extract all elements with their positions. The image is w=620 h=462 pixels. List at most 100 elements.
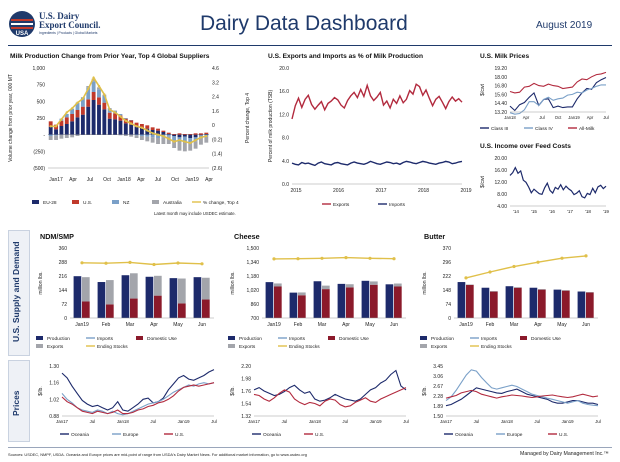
ending-stocks-point — [104, 261, 108, 265]
bar-u-s- — [70, 114, 75, 122]
page-title: Dairy Data Dashboard — [200, 12, 408, 35]
y-tick-label: 1.50 — [433, 414, 443, 420]
bar-exports — [130, 273, 138, 299]
y-axis-label: $/lb. — [230, 386, 236, 395]
legend-label: Ending Stocks — [289, 344, 320, 350]
bar-nz — [102, 96, 107, 103]
u-s--line — [253, 387, 407, 408]
milk-production-chart: 1,000 750 500 250 - (250) (500) 4.6 3.2 2.4 1.6 0 (0… — [8, 66, 251, 216]
bar-nz — [97, 89, 101, 98]
bar-eu-28 — [161, 132, 166, 135]
y-tick-label: 148 — [443, 288, 452, 294]
legend-label: Ending Stocks — [481, 344, 512, 350]
logo-tagline: Ingredients | Products | Global Markets — [39, 31, 98, 35]
bar-eu-28 — [193, 134, 198, 138]
y-tick-label: 144 — [59, 288, 68, 294]
europe-line — [61, 382, 215, 416]
x-tick-label: Apr — [205, 177, 213, 183]
x-tick-label: Oct — [171, 177, 179, 183]
chart-note: Latest month may include USDEC estimate. — [154, 211, 236, 216]
legend-swatch — [72, 200, 79, 204]
ending-stocks-point — [320, 256, 324, 260]
pct-change-point — [113, 111, 117, 114]
bar-australia — [172, 140, 177, 148]
ending-stocks-point — [344, 256, 348, 260]
y-tick-label: 1,340 — [246, 260, 259, 266]
x-tick-label: Oct — [555, 115, 562, 120]
y-axis-label: million lbs. — [38, 271, 44, 294]
legend-label: Exports — [431, 344, 448, 350]
bar-u-s- — [48, 121, 53, 127]
bar-nz — [48, 134, 53, 136]
legend-label: Production — [47, 336, 70, 342]
bar-eu-28 — [156, 130, 160, 135]
bar-domestic-use — [370, 284, 378, 318]
y2-tick-label: (1.4) — [212, 152, 223, 158]
ending-stocks-point — [152, 262, 156, 267]
legend-swatch — [36, 336, 43, 340]
x-tick-label: Jan19 — [185, 177, 199, 183]
y-axis-label: million lbs. — [230, 271, 236, 294]
x-tick-label: Apr — [69, 177, 77, 183]
x-tick-label: Jan19 — [178, 419, 191, 424]
x-tick-label: '19 — [603, 209, 609, 214]
bar-production — [385, 284, 394, 318]
y-tick-label: 19.20 — [494, 66, 507, 72]
pct-change-point — [151, 132, 154, 135]
bar-eu-28 — [70, 121, 75, 135]
y-tick-label: 3.45 — [433, 364, 443, 370]
legend-label: U.S. — [559, 432, 568, 438]
bar-eu-28 — [172, 134, 177, 136]
legend-label: Ending Stocks — [97, 344, 128, 350]
butter-chart: 370 296 222 148 74 0 million lbs. Jan19 Feb Mar Ap… — [420, 246, 598, 350]
class-iii-line — [509, 77, 607, 112]
y-tick-label: 15.60 — [494, 92, 507, 98]
legend-label: Domestic Use — [339, 336, 369, 342]
y-tick-label: 2.28 — [433, 394, 443, 400]
legend-label: Production — [431, 336, 454, 342]
bar-u-s- — [161, 130, 166, 132]
y-tick-label: 222 — [443, 274, 452, 280]
bar-u-s- — [150, 127, 155, 130]
y-tick-label: 2.20 — [241, 364, 251, 370]
bar-domestic-use — [298, 295, 306, 318]
y-axis-label: Volume change from prior year, 000 MT — [8, 74, 14, 162]
bar-domestic-use — [274, 286, 282, 318]
pct-change-point — [156, 133, 160, 136]
usdec-logo[interactable]: USA U.S. Dairy Export Council. Ingredien… — [8, 8, 143, 40]
y-axis-label: $/cwt — [480, 176, 486, 188]
y-tick-label: 16.00 — [494, 168, 507, 174]
x-tick-label: 2019 — [460, 188, 471, 194]
x-tick-label: Jan18 — [504, 115, 516, 120]
exports-line — [291, 83, 463, 120]
legend-label: EU-28 — [43, 200, 57, 206]
y-tick-label: 1.02 — [49, 397, 59, 403]
legend-label: All-Milk — [579, 126, 595, 132]
income-feed-chart: 20.00 16.00 12.00 8.00 4.00 $/cwt '14 '15 '16 '17… — [480, 156, 609, 214]
x-tick-label: 2015 — [290, 188, 301, 194]
legend-label: U.S. — [175, 432, 184, 438]
bar-australia — [97, 87, 101, 90]
x-tick-label: Jan19 — [267, 322, 281, 328]
y-tick-label: 4.00 — [497, 204, 507, 210]
iofc-line — [509, 166, 607, 199]
x-tick-label: 2018 — [418, 188, 429, 194]
legend-label: U.S. — [315, 432, 324, 438]
y2-tick-label: (0.2) — [212, 137, 223, 143]
bar-exports — [154, 275, 162, 296]
ending-stocks-point — [512, 264, 516, 269]
legend-label: Class IV — [535, 126, 554, 132]
ending-stocks-point — [272, 257, 276, 261]
x-tick-label: Jul — [474, 419, 480, 424]
bar-u-s- — [97, 97, 101, 105]
legend-label: NZ — [123, 200, 129, 206]
bar-domestic-use — [346, 287, 354, 318]
y-tick-label: 1.98 — [241, 377, 251, 383]
y-tick-label: 8.00 — [497, 192, 507, 198]
milk-prices-chart: 19.20 18.00 16.80 15.60 14.40 13.20 $/cwt Jan18… — [480, 66, 609, 132]
y2-tick-label: 4.6 — [212, 66, 219, 72]
legend-label: Imports — [97, 336, 114, 342]
y2-tick-label: 2.4 — [212, 95, 219, 101]
bar-domestic-use — [322, 289, 330, 318]
bar-domestic-use — [586, 292, 594, 318]
